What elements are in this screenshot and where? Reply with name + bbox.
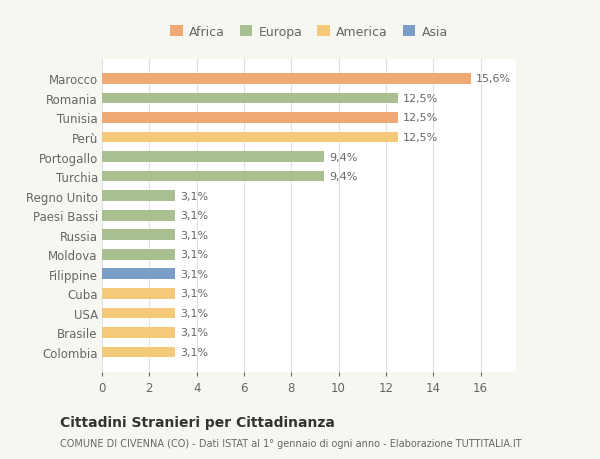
Bar [102,288,175,299]
Text: 3,1%: 3,1% [180,328,208,338]
Text: 12,5%: 12,5% [403,113,437,123]
Text: 3,1%: 3,1% [180,269,208,279]
Text: Cittadini Stranieri per Cittadinanza: Cittadini Stranieri per Cittadinanza [60,415,335,429]
Bar [102,210,175,221]
Text: 3,1%: 3,1% [180,347,208,357]
Bar [102,171,325,182]
Text: 3,1%: 3,1% [180,191,208,201]
Bar [102,74,471,84]
Bar [102,269,175,280]
Legend: Africa, Europa, America, Asia: Africa, Europa, America, Asia [166,22,452,43]
Bar [102,132,398,143]
Text: 12,5%: 12,5% [403,94,437,104]
Text: 12,5%: 12,5% [403,133,437,143]
Bar [102,152,325,162]
Bar [102,191,175,202]
Bar [102,230,175,241]
Text: 15,6%: 15,6% [476,74,511,84]
Bar [102,249,175,260]
Text: 3,1%: 3,1% [180,230,208,240]
Text: 9,4%: 9,4% [329,172,358,182]
Text: 3,1%: 3,1% [180,250,208,260]
Bar [102,327,175,338]
Text: COMUNE DI CIVENNA (CO) - Dati ISTAT al 1° gennaio di ogni anno - Elaborazione TU: COMUNE DI CIVENNA (CO) - Dati ISTAT al 1… [60,438,521,448]
Text: 3,1%: 3,1% [180,308,208,318]
Text: 3,1%: 3,1% [180,289,208,299]
Text: 9,4%: 9,4% [329,152,358,162]
Bar [102,308,175,319]
Bar [102,93,398,104]
Bar [102,113,398,123]
Text: 3,1%: 3,1% [180,211,208,221]
Bar [102,347,175,358]
